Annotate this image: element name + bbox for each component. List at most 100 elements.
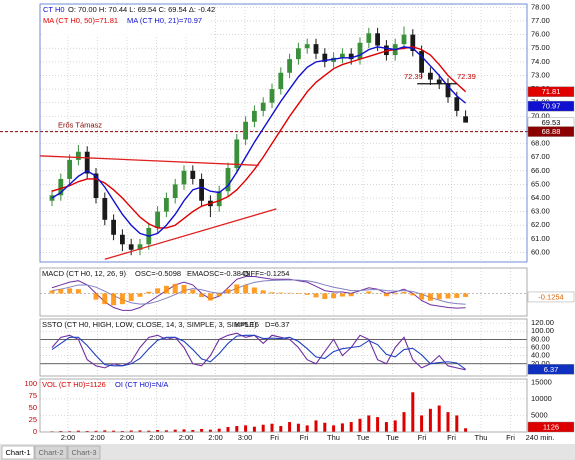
- histogram-bar: [207, 293, 213, 301]
- legend-entry: MA (CT H0, 21)=70.97: [127, 16, 202, 25]
- legend-bg: [41, 5, 211, 35]
- candle-body: [128, 244, 134, 250]
- volume-bar: [147, 430, 151, 432]
- candle-body: [252, 110, 257, 122]
- histogram-bar: [445, 293, 451, 299]
- volume-bar: [332, 425, 336, 432]
- histogram-bar: [75, 289, 81, 294]
- volume-bar: [200, 429, 204, 432]
- y2-tick-label: 0: [33, 427, 37, 436]
- x-tick-label: Fri: [300, 433, 309, 442]
- histogram-bar: [216, 293, 222, 297]
- histogram-bar: [190, 289, 196, 294]
- y-tick-label: 40.00: [531, 351, 550, 360]
- x-tick-label: Fri: [418, 433, 427, 442]
- volume-bar: [402, 412, 406, 432]
- price-tag-label: 70.97: [542, 102, 561, 111]
- price-tag-label: -0.1254: [538, 292, 563, 301]
- x-tick-label: Fri: [506, 433, 515, 442]
- volume-bar: [358, 418, 362, 432]
- candle-body: [269, 89, 275, 103]
- histogram-bar: [172, 283, 178, 294]
- candle-body: [436, 79, 442, 84]
- candle-body: [260, 102, 266, 111]
- volume-bar: [68, 431, 72, 432]
- histogram-bar: [155, 288, 161, 294]
- x-tick-label: 2:00: [90, 433, 105, 442]
- candle-body: [322, 53, 328, 62]
- y-tick-label: 67.00: [531, 152, 550, 161]
- x-tick-label: Thu: [327, 433, 340, 442]
- volume-bar: [235, 426, 239, 432]
- y-tick-label: 61.00: [531, 234, 550, 243]
- histogram-bar: [419, 293, 425, 300]
- histogram-bar: [251, 287, 257, 294]
- x-tick-label: Tue: [386, 433, 399, 442]
- pane-frame: [39, 267, 528, 317]
- y2-tick-label: 100: [24, 379, 37, 388]
- histogram-bar: [199, 293, 205, 298]
- volume-bar: [420, 415, 424, 432]
- y-tick-label: 120.00: [531, 318, 554, 327]
- volume-bar: [393, 420, 397, 432]
- candle-body: [234, 139, 240, 169]
- histogram-bar: [383, 293, 389, 297]
- tab-label[interactable]: Chart-3: [71, 448, 96, 457]
- pane-frame: [39, 3, 528, 263]
- candle-body: [84, 151, 90, 174]
- candle-body: [278, 72, 284, 90]
- tab-label[interactable]: Chart-2: [38, 448, 63, 457]
- histogram-bar: [348, 293, 354, 297]
- candle-body: [155, 211, 160, 228]
- volume-bar: [305, 425, 309, 432]
- price-tag-label: 71.81: [542, 87, 561, 96]
- price-tag-label: 69.53: [542, 118, 561, 127]
- x-tick-label: Thu: [475, 433, 488, 442]
- histogram-bar: [119, 293, 125, 305]
- volume-bar: [226, 427, 230, 432]
- volume-bar: [103, 430, 107, 432]
- candle-body: [287, 59, 292, 73]
- histogram-bar: [331, 293, 337, 299]
- tab[interactable]: [67, 445, 101, 460]
- x-tick-label: Fri: [447, 433, 456, 442]
- y-tick-label: 65.00: [531, 179, 550, 188]
- candle-body: [445, 83, 451, 98]
- histogram-bar: [339, 293, 345, 297]
- legend-entry: D=6.37: [265, 320, 289, 329]
- legend-entry: K=5.16: [235, 320, 259, 329]
- tab[interactable]: [1, 445, 35, 460]
- histogram-bar: [93, 293, 99, 300]
- pane-title: SSTO (CT H0, HIGH, LOW, CLOSE, 14, 3, SI…: [42, 320, 257, 329]
- histogram-bar: [269, 292, 275, 294]
- histogram-bar: [225, 289, 231, 294]
- candle-body: [137, 244, 143, 250]
- volume-bar: [59, 431, 63, 432]
- x-tick-label: 2:00: [149, 433, 164, 442]
- legend-extra: OI (CT H0)=N/A: [115, 380, 168, 389]
- histogram-bar: [427, 293, 433, 301]
- candle-body: [199, 178, 204, 201]
- volume-bar: [217, 428, 221, 432]
- histogram-bar: [58, 289, 64, 294]
- price-tag: [527, 86, 575, 97]
- histogram-bar: [243, 284, 249, 294]
- volume-bar: [296, 423, 300, 432]
- histogram-bar: [49, 290, 55, 294]
- tab-label[interactable]: Chart-1: [5, 448, 30, 457]
- candle-body: [67, 159, 72, 179]
- y-tick-label: 5000: [531, 410, 548, 419]
- volume-bar: [191, 430, 195, 432]
- volume-bar: [208, 429, 212, 432]
- volume-bar: [244, 425, 248, 432]
- y-tick-label: 66.00: [531, 166, 550, 175]
- y-tick-label: 60.00: [531, 342, 550, 351]
- price-tag-label: 68.88: [542, 127, 561, 136]
- y-tick-label: 77.00: [531, 16, 550, 25]
- candle-body: [454, 97, 460, 111]
- tab[interactable]: [34, 445, 68, 460]
- histogram-bar: [163, 285, 169, 294]
- x-tick-label: 2:00: [179, 433, 194, 442]
- legend-ohlc: O: 70.00 H: 70.44 L: 69.54 C: 69.54 Δ: -…: [68, 5, 215, 14]
- y-tick-label: 75.00: [531, 43, 550, 52]
